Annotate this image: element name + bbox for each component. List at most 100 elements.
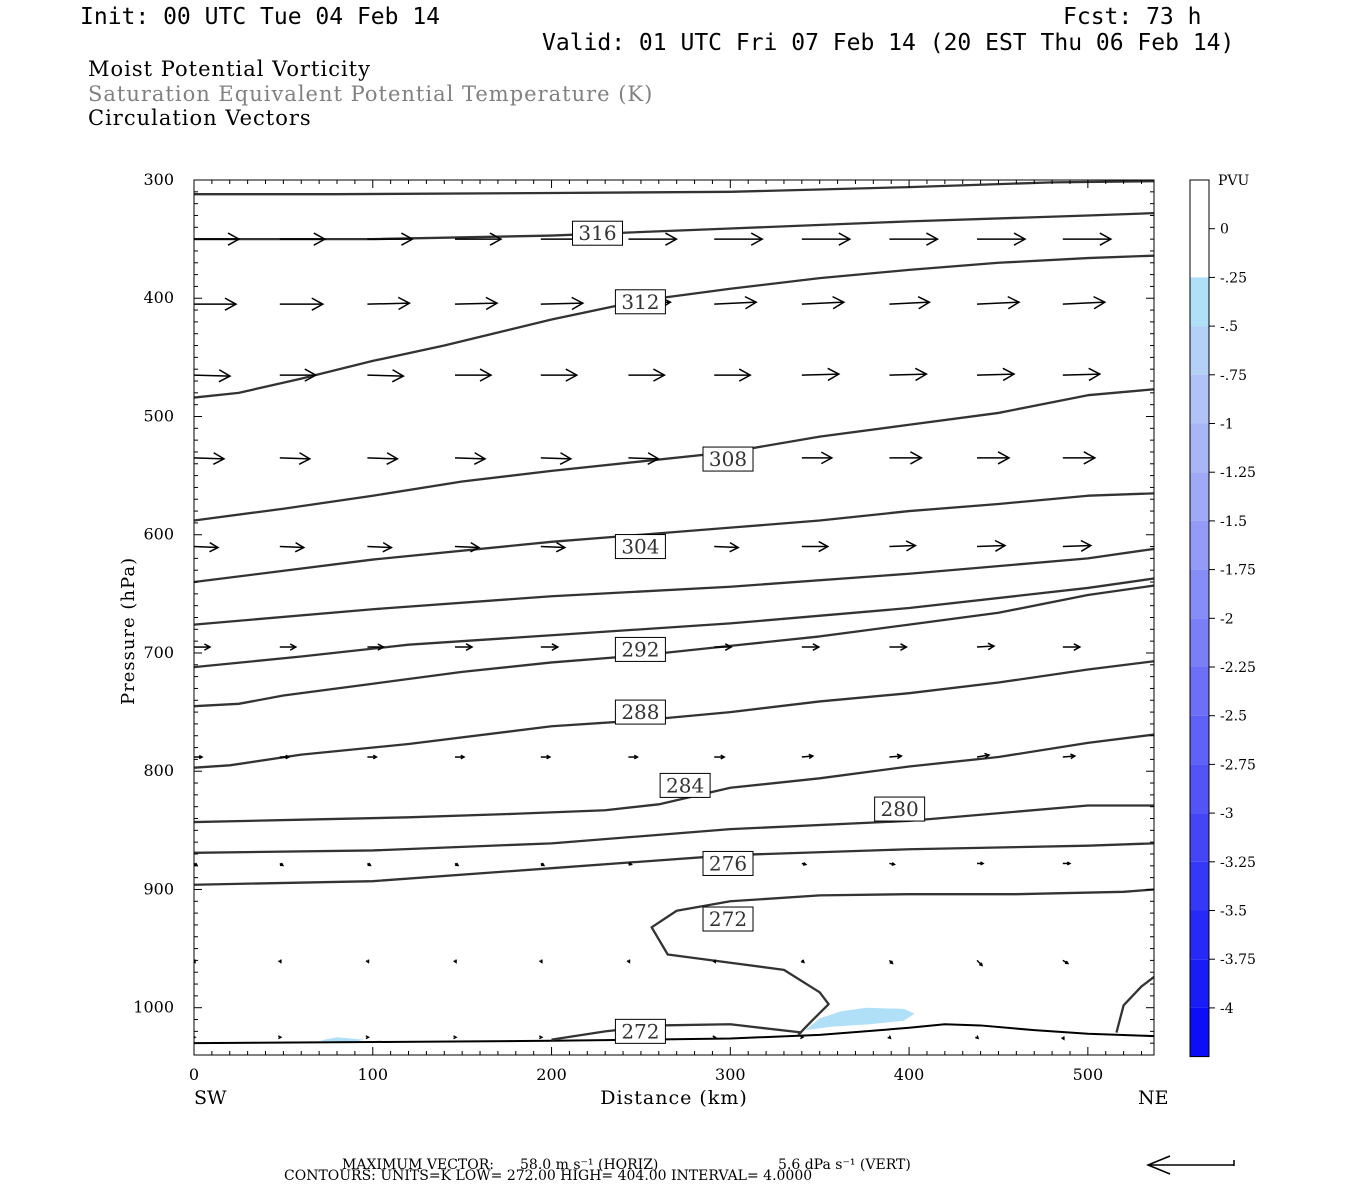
contour-line-308-3: [194, 388, 1154, 522]
svg-text:272: 272: [709, 907, 747, 931]
circulation-vector: [455, 754, 466, 760]
x-tick-label: 0: [189, 1065, 199, 1084]
circulation-vector: [540, 754, 552, 760]
contour-label: 272: [702, 906, 754, 932]
circulation-vector: [279, 452, 312, 465]
circulation-vector: [455, 232, 503, 246]
circulation-vector: [455, 643, 474, 651]
circulation-vector: [367, 369, 405, 383]
circulation-vector: [714, 295, 758, 310]
circulation-vector: [976, 295, 1021, 310]
x-right-end-label: NE: [1138, 1087, 1169, 1109]
colorbar-cell: [1190, 959, 1209, 1008]
colorbar-cell: [1190, 715, 1209, 765]
colorbar-cell: [1190, 228, 1209, 278]
mpv-region-1: [319, 1037, 364, 1042]
circulation-vector: [365, 959, 370, 964]
circulation-vector: [889, 540, 917, 552]
colorbar-label: -3.75: [1220, 952, 1256, 968]
colorbar-cell: [1190, 764, 1209, 814]
colorbar-cell: [1190, 180, 1209, 229]
colorbar-cell: [1190, 618, 1209, 667]
colorbar-label: -3.25: [1220, 855, 1256, 871]
circulation-vector: [801, 861, 808, 866]
contour-label: 308: [702, 446, 754, 472]
circulation-vector: [366, 862, 372, 867]
circulation-vector: [628, 232, 678, 246]
circulation-vector: [453, 959, 457, 964]
circulation-vector: [540, 862, 546, 867]
colorbar-cell: [1190, 472, 1209, 521]
circulation-vector: [453, 1035, 458, 1040]
circulation-vector: [279, 643, 298, 651]
colorbar-cell: [1190, 423, 1209, 473]
y-tick-label: 800: [143, 761, 174, 780]
circulation-vector: [714, 754, 726, 760]
circulation-vector: [279, 541, 306, 553]
x-left-end-label: SW: [194, 1087, 227, 1109]
y-tick-label: 1000: [133, 998, 174, 1017]
svg-text:312: 312: [621, 290, 659, 314]
title-mpv: Moist Potential Vorticity: [88, 57, 371, 81]
colorbar-cell: [1190, 910, 1209, 960]
colorbar-label: -1.25: [1220, 465, 1256, 481]
plot-frame: [193, 179, 1155, 1056]
circulation-vector: [889, 367, 928, 382]
circulation-vector: [801, 451, 834, 465]
circulation-vector: [977, 232, 1027, 246]
circulation-vector: [1062, 959, 1070, 965]
circulation-vector: [194, 232, 241, 246]
circulation-vector: [194, 541, 220, 553]
contour-line-280-10: [194, 804, 1154, 854]
reference-vector-arrow: [1146, 1155, 1235, 1175]
circulation-vector: [279, 297, 325, 311]
circulation-vector: [367, 541, 393, 553]
title-theta-es: Saturation Equivalent Potential Temperat…: [88, 82, 654, 106]
circulation-vector: [367, 452, 399, 465]
circulation-vector: [454, 296, 499, 311]
circulation-vector: [279, 232, 327, 246]
title-circulation: Circulation Vectors: [88, 106, 312, 130]
contour-label: 280: [874, 796, 926, 822]
colorbar-label: 0: [1220, 222, 1229, 238]
svg-text:284: 284: [666, 773, 704, 797]
contour-line-316-1: [194, 211, 1154, 241]
contour-line-272-14: [1115, 976, 1154, 1033]
contour-line-304-4: [194, 492, 1154, 584]
y-tick-label: 700: [143, 643, 174, 662]
circulation-vector: [1062, 367, 1102, 382]
circulation-vector: [279, 368, 318, 382]
circulation-vector: [712, 959, 717, 964]
colorbar-label: -1.5: [1220, 514, 1247, 530]
circulation-vector: [539, 959, 543, 964]
circulation-vector: [194, 369, 232, 383]
circulation-vector: [194, 643, 212, 651]
circulation-vector: [455, 368, 493, 382]
x-axis-title: Distance (km): [600, 1087, 748, 1109]
colorbar-cell: [1190, 861, 1209, 911]
circulation-vector: [540, 368, 579, 382]
circulation-vector: [628, 368, 666, 382]
circulation-vector: [889, 753, 903, 760]
circulation-vector: [800, 959, 805, 964]
circulation-vector: [889, 232, 939, 246]
circulation-vector: [194, 297, 238, 311]
circulation-vector: [801, 540, 830, 553]
colorbar-cell: [1190, 569, 1209, 619]
colorbar-cell: [1190, 667, 1209, 716]
colorbar-label: -4: [1220, 1001, 1234, 1017]
circulation-vector: [538, 1035, 544, 1040]
circulation-vector: [367, 296, 411, 311]
colorbar-label: -.75: [1220, 368, 1247, 384]
circulation-vector: [1062, 232, 1113, 246]
circulation-vector: [1062, 539, 1093, 552]
circulation-vector: [628, 754, 639, 760]
svg-text:276: 276: [709, 851, 747, 875]
contour-line-288-8: [194, 660, 1154, 769]
max-vector-label: MAXIMUM VECTOR:: [342, 1157, 494, 1173]
circulation-vector: [712, 1035, 717, 1040]
contour-line-300-5: [194, 547, 1154, 626]
svg-text:272: 272: [621, 1019, 659, 1043]
circulation-vector: [714, 541, 740, 553]
